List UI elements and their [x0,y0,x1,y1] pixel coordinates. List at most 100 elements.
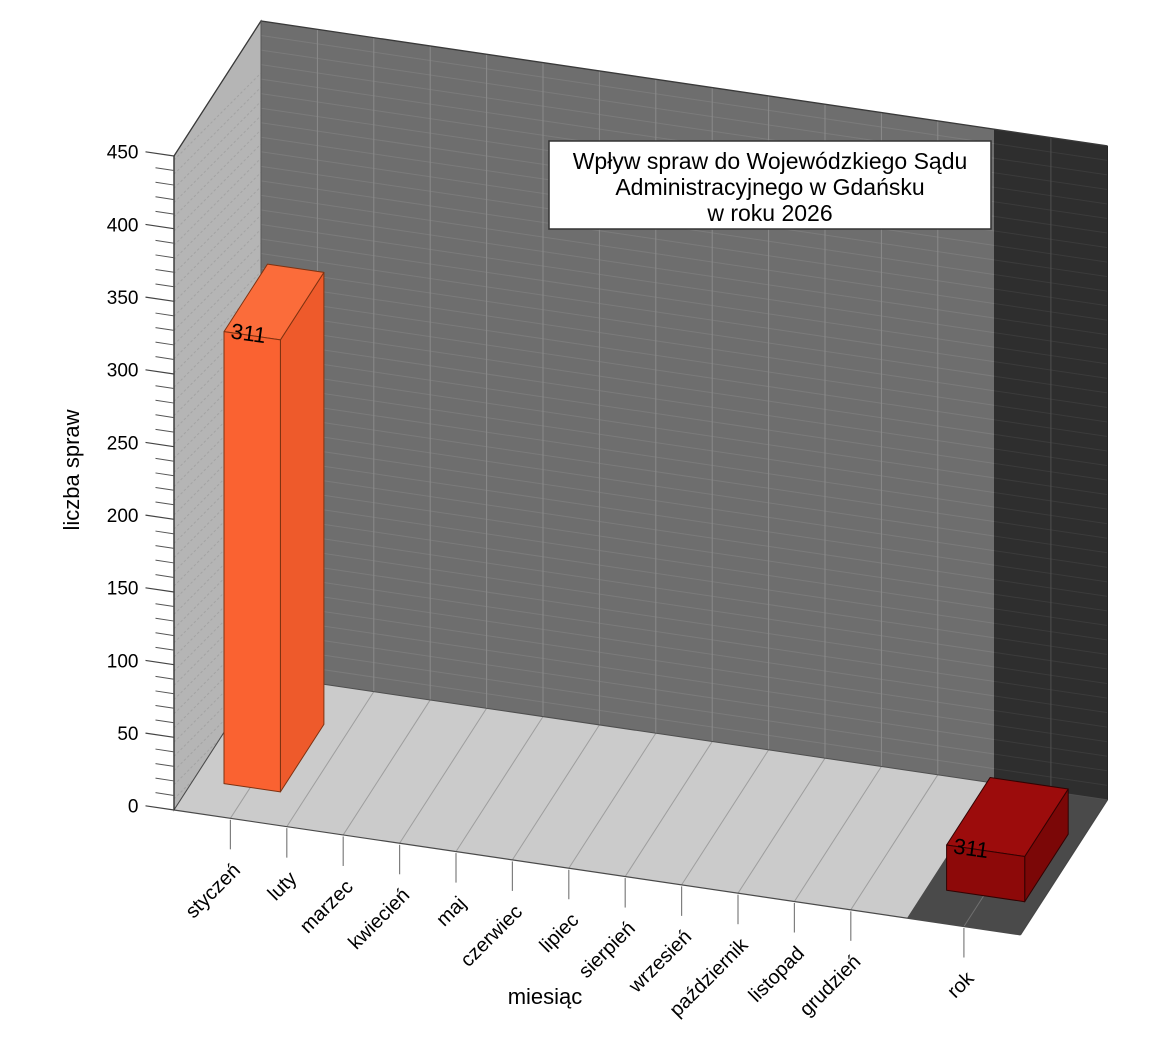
h-gridline [261,572,994,699]
hatch-line [174,399,261,487]
y-minor-tick [155,675,175,680]
y-minor-tick [155,472,175,477]
y-minor-tick [155,763,175,767]
y-minor-tick [155,530,175,535]
hatch-line [174,498,261,587]
hatch-line [174,598,261,686]
h-gridline [261,267,994,394]
x-tick-label: rok [943,967,979,1003]
back-wall-face [261,21,994,784]
h-gridline [261,282,994,408]
hatch-line [174,385,261,473]
hatch-line [174,626,261,715]
h-gridline [261,223,994,350]
h-gridline [261,412,994,539]
hatch-line [174,243,261,331]
x-tick-label: marzec [296,876,358,938]
hatch-line [174,413,261,502]
y-minor-tick [155,167,175,172]
floor-division-line [399,708,488,844]
hatch-line [174,370,261,459]
h-gridline [261,253,994,379]
wall-floor-junction-edge [260,674,1108,801]
y-minor-tick [155,210,175,215]
y-tick-label: 0 [128,797,139,818]
floor-division-line [850,774,939,911]
bar-value-label: 311 [952,833,990,863]
y-minor-tick [155,283,175,288]
hatch-line [174,612,261,700]
chart-title-line-1: Wpływ spraw do Wojewódzkiego Sądu [573,148,968,174]
h-gridline [261,325,994,452]
y-tick-label: 350 [107,288,139,309]
h-gridline [261,543,994,670]
hatch-line [174,86,261,175]
h-gridline [261,514,994,641]
hatch-line [174,299,261,388]
h-gridline [261,180,994,307]
hatch-line [174,697,261,786]
h-gridline [261,194,994,321]
chart-title-line-2: Administracyjnego w Gdańsku [615,174,924,200]
y-tick-label: 300 [107,361,139,382]
frame-edges [173,20,1109,936]
hatch-line [174,541,261,629]
h-gridline [261,601,994,728]
y-tick-label: 450 [107,143,139,164]
floor-division-line [342,699,431,836]
h-gridline [261,238,994,365]
y-minor-tick [155,239,175,244]
y-minor-tick [155,704,175,709]
h-gridline [261,659,994,784]
floor-division-line [681,749,770,886]
hatch-line [174,427,261,516]
hatch-line [174,314,261,402]
y-minor-tick [155,457,175,462]
hatch-line [174,285,261,374]
floor-division-line [793,766,882,902]
h-gridline [261,456,994,583]
floor-division-line [737,757,826,894]
x-tick-label: kwiecień [344,884,414,954]
floor-division-line [624,741,713,877]
bars: 311 311 [223,263,1069,903]
hatch-line [174,214,261,303]
bar-value-label: 311 [229,318,267,348]
y-tick-label: 250 [107,433,139,454]
floor-division-line [455,716,544,852]
h-gridline [261,558,994,685]
y-tick-label: 50 [117,724,138,745]
h-gridline [261,209,994,336]
y-minor-tick [155,545,175,549]
y-minor-tick [155,777,175,782]
y-minor-tick [155,617,175,622]
bar-styczeń [223,263,325,793]
y-major-tick [145,659,175,666]
h-gridline [261,587,994,714]
hatch-line [174,356,261,445]
y-major-tick [145,514,175,520]
y-minor-tick [155,792,175,796]
y-minor-tick [155,196,175,201]
hatch-line [174,456,261,544]
y-major-tick [145,151,175,157]
hatch-line [174,271,261,360]
y-minor-tick [155,632,175,637]
hatch-line [174,228,261,317]
floor-division-line [511,724,600,861]
y-major-tick [145,369,175,375]
y-minor-tick [155,719,175,724]
h-gridline [261,398,994,525]
x-tick-label: grudzień [796,951,866,1021]
hatch-line [174,669,261,757]
hatch-line [174,328,261,416]
y-major-tick [145,805,175,811]
hatch-line [174,172,261,260]
back-wall-grid-dark [994,129,1108,792]
hatch-line [174,200,261,289]
x-tick-label: listopad [745,942,809,1006]
title-box-frame [548,140,992,230]
y-minor-tick [155,385,175,390]
